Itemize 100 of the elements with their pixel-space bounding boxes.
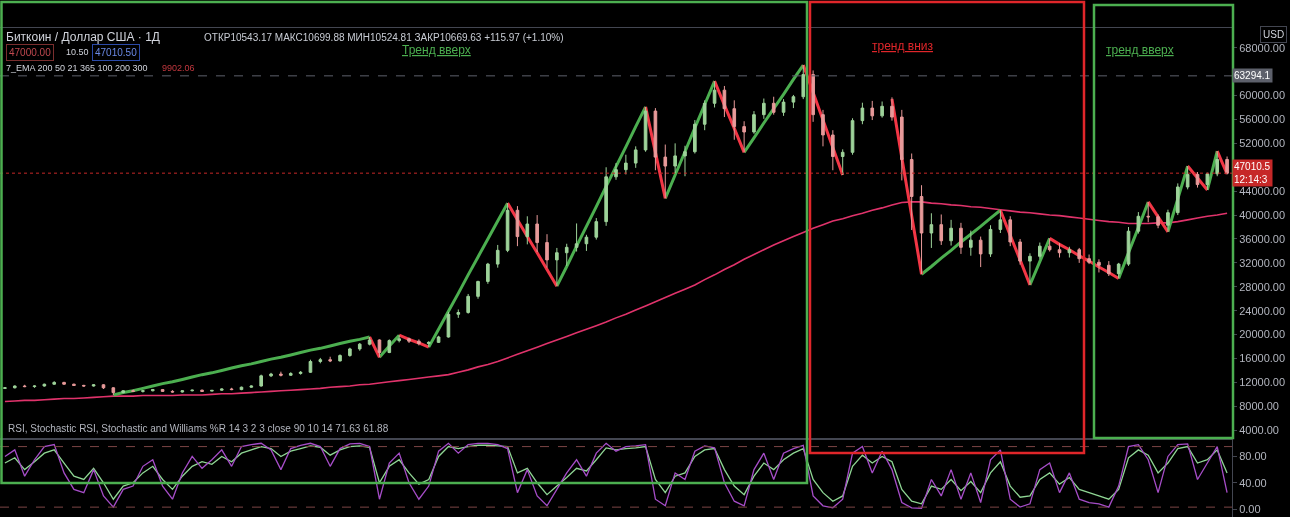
candlestick	[1038, 242, 1042, 260]
candlestick	[978, 236, 983, 268]
candlestick	[732, 99, 737, 141]
annotation: 7_EMA 200 50 21 365 100 200 300	[6, 63, 148, 73]
y-tick-label: 40000.00	[1239, 208, 1286, 221]
candlestick	[348, 347, 352, 358]
candlestick	[821, 109, 825, 147]
candlestick	[505, 202, 510, 253]
candlestick	[357, 342, 362, 352]
candlestick	[722, 85, 727, 118]
candlestick	[91, 383, 96, 388]
candlestick	[929, 212, 934, 249]
y-tick-label: 44000.00	[1239, 185, 1286, 198]
candlestick	[939, 213, 944, 246]
candlestick	[367, 336, 372, 346]
candlestick	[328, 356, 332, 363]
candlestick	[801, 64, 806, 100]
annotation: 47000.00	[9, 47, 52, 58]
candlestick	[574, 222, 579, 253]
y-tick-label: 16000.00	[1239, 352, 1286, 365]
candlestick	[486, 262, 490, 285]
y-tick-label: 12000.00	[1239, 376, 1286, 389]
candlestick	[42, 383, 47, 388]
candlestick	[288, 371, 293, 377]
candlestick	[495, 244, 500, 269]
candlestick	[969, 230, 973, 257]
candlestick	[1166, 209, 1170, 233]
candlestick	[52, 380, 57, 386]
candlestick	[771, 96, 776, 116]
candlestick	[1156, 213, 1160, 229]
candlestick	[762, 98, 766, 120]
candlestick	[515, 205, 520, 247]
candlestick	[850, 117, 855, 156]
candlestick	[1146, 201, 1151, 223]
y-tick-label: 56000.00	[1239, 113, 1286, 126]
candlestick	[555, 247, 559, 287]
candlestick	[476, 280, 480, 300]
candlestick	[870, 100, 875, 121]
candlestick	[160, 388, 165, 393]
candlestick	[32, 384, 37, 389]
candlestick	[1077, 247, 1082, 264]
candlestick	[1008, 215, 1013, 247]
candlestick	[998, 209, 1003, 234]
candlestick	[269, 372, 273, 378]
candlestick	[436, 335, 441, 344]
candlestick	[387, 338, 392, 354]
candlestick	[456, 309, 461, 319]
y-tick-label: 8000.00	[1239, 400, 1279, 413]
y-tick-label: 80.00	[1239, 450, 1267, 463]
candlestick	[1057, 242, 1062, 258]
candlestick	[683, 145, 687, 177]
candlestick	[604, 166, 608, 227]
candlestick	[298, 370, 303, 376]
candlestick	[742, 120, 746, 153]
candlestick	[831, 129, 835, 171]
candlestick	[890, 96, 894, 122]
candlestick	[229, 387, 234, 391]
chart-title: Биткоин / Доллар США · 1Д	[6, 30, 160, 44]
candlestick	[860, 102, 865, 125]
candlestick	[318, 357, 323, 364]
annotation: 9902.06	[162, 63, 195, 73]
candlestick	[643, 106, 648, 153]
candlestick	[259, 374, 263, 388]
candlestick	[525, 215, 530, 245]
candlestick	[673, 142, 677, 174]
annotation: 10.50	[66, 47, 89, 57]
candlestick	[3, 386, 7, 390]
candlestick	[62, 381, 66, 386]
candlestick	[653, 107, 658, 171]
chart-title: RSI, Stochastic RSI, Stochastic and Williams %R 14 3 2 3 close 90 10 14 71.63 61.88	[8, 423, 389, 434]
candlestick	[417, 338, 421, 346]
annotation: Тренд вверх	[402, 43, 471, 57]
candlestick	[564, 243, 569, 267]
candlestick	[1136, 211, 1141, 235]
candlestick	[535, 214, 539, 253]
candlestick	[1106, 260, 1111, 277]
candlestick	[131, 389, 135, 393]
text: USD	[1263, 29, 1285, 40]
candlestick	[624, 154, 628, 175]
candlestick	[900, 109, 904, 181]
y-tick-label: 4000.00	[1239, 424, 1279, 437]
candlestick	[12, 384, 17, 389]
candlestick	[121, 389, 126, 394]
candlestick	[180, 389, 185, 394]
candlestick	[811, 69, 815, 123]
candlestick	[594, 217, 599, 241]
candlestick	[466, 293, 470, 315]
candlestick	[1018, 238, 1022, 266]
y-tick-label: 24000.00	[1239, 304, 1286, 317]
y-tick-label: 20000.00	[1239, 328, 1286, 341]
candlestick	[1028, 252, 1032, 286]
candlestick	[781, 98, 786, 117]
candlestick	[1067, 246, 1072, 258]
candlestick	[663, 144, 668, 199]
candlestick	[949, 219, 953, 247]
candlestick	[1087, 254, 1091, 265]
candlestick	[210, 389, 214, 392]
candlestick	[702, 99, 707, 131]
candlestick	[1116, 262, 1121, 279]
candlestick	[22, 384, 27, 388]
